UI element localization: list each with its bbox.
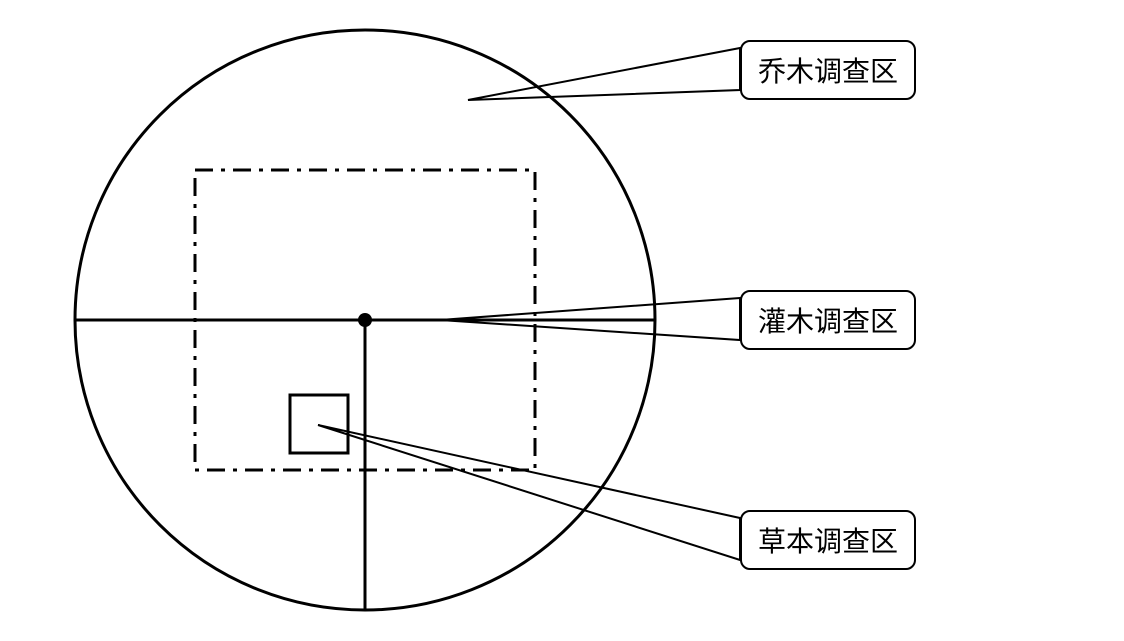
callout-herb <box>318 425 740 560</box>
callout-tree <box>468 48 740 100</box>
shrub-zone-label-box: 灌木调查区 <box>740 290 916 350</box>
herb-zone-rect <box>290 395 348 453</box>
herb-zone-label: 草本调查区 <box>758 526 898 557</box>
survey-zone-diagram: 乔木调查区 灌木调查区 草本调查区 <box>0 0 1124 641</box>
center-dot <box>358 313 372 327</box>
tree-zone-label-box: 乔木调查区 <box>740 40 916 100</box>
herb-zone-label-box: 草本调查区 <box>740 510 916 570</box>
diagram-svg <box>0 0 1124 641</box>
shrub-zone-label: 灌木调查区 <box>758 306 898 337</box>
tree-zone-label: 乔木调查区 <box>758 56 898 87</box>
